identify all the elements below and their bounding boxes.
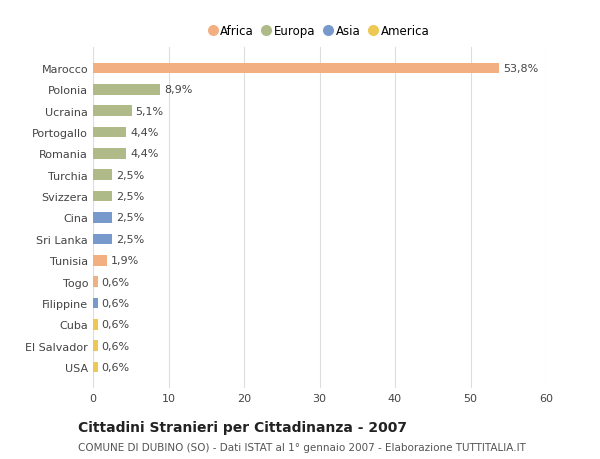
Bar [93,64,499,74]
Bar [93,106,131,117]
Legend: Africa, Europa, Asia, America: Africa, Europa, Asia, America [205,20,434,43]
Bar [93,149,126,159]
Text: 0,6%: 0,6% [101,319,130,330]
Bar [93,362,98,372]
Bar [93,234,112,245]
Bar [93,85,160,95]
Text: Cittadini Stranieri per Cittadinanza - 2007: Cittadini Stranieri per Cittadinanza - 2… [78,420,407,434]
Text: 4,4%: 4,4% [130,128,158,138]
Text: 2,5%: 2,5% [116,192,144,202]
Text: 53,8%: 53,8% [503,64,538,74]
Text: 0,6%: 0,6% [101,341,130,351]
Text: 8,9%: 8,9% [164,85,193,95]
Bar [93,191,112,202]
Bar [93,277,98,287]
Bar [93,213,112,224]
Text: 4,4%: 4,4% [130,149,158,159]
Bar [93,319,98,330]
Text: 2,5%: 2,5% [116,213,144,223]
Bar [93,255,107,266]
Bar [93,298,98,308]
Text: 2,5%: 2,5% [116,170,144,180]
Text: 5,1%: 5,1% [135,106,163,117]
Text: 0,6%: 0,6% [101,277,130,287]
Text: 1,9%: 1,9% [111,256,139,266]
Text: 2,5%: 2,5% [116,235,144,244]
Bar [93,341,98,351]
Bar [93,128,126,138]
Bar [93,170,112,181]
Text: COMUNE DI DUBINO (SO) - Dati ISTAT al 1° gennaio 2007 - Elaborazione TUTTITALIA.: COMUNE DI DUBINO (SO) - Dati ISTAT al 1°… [78,442,526,452]
Text: 0,6%: 0,6% [101,362,130,372]
Text: 0,6%: 0,6% [101,298,130,308]
